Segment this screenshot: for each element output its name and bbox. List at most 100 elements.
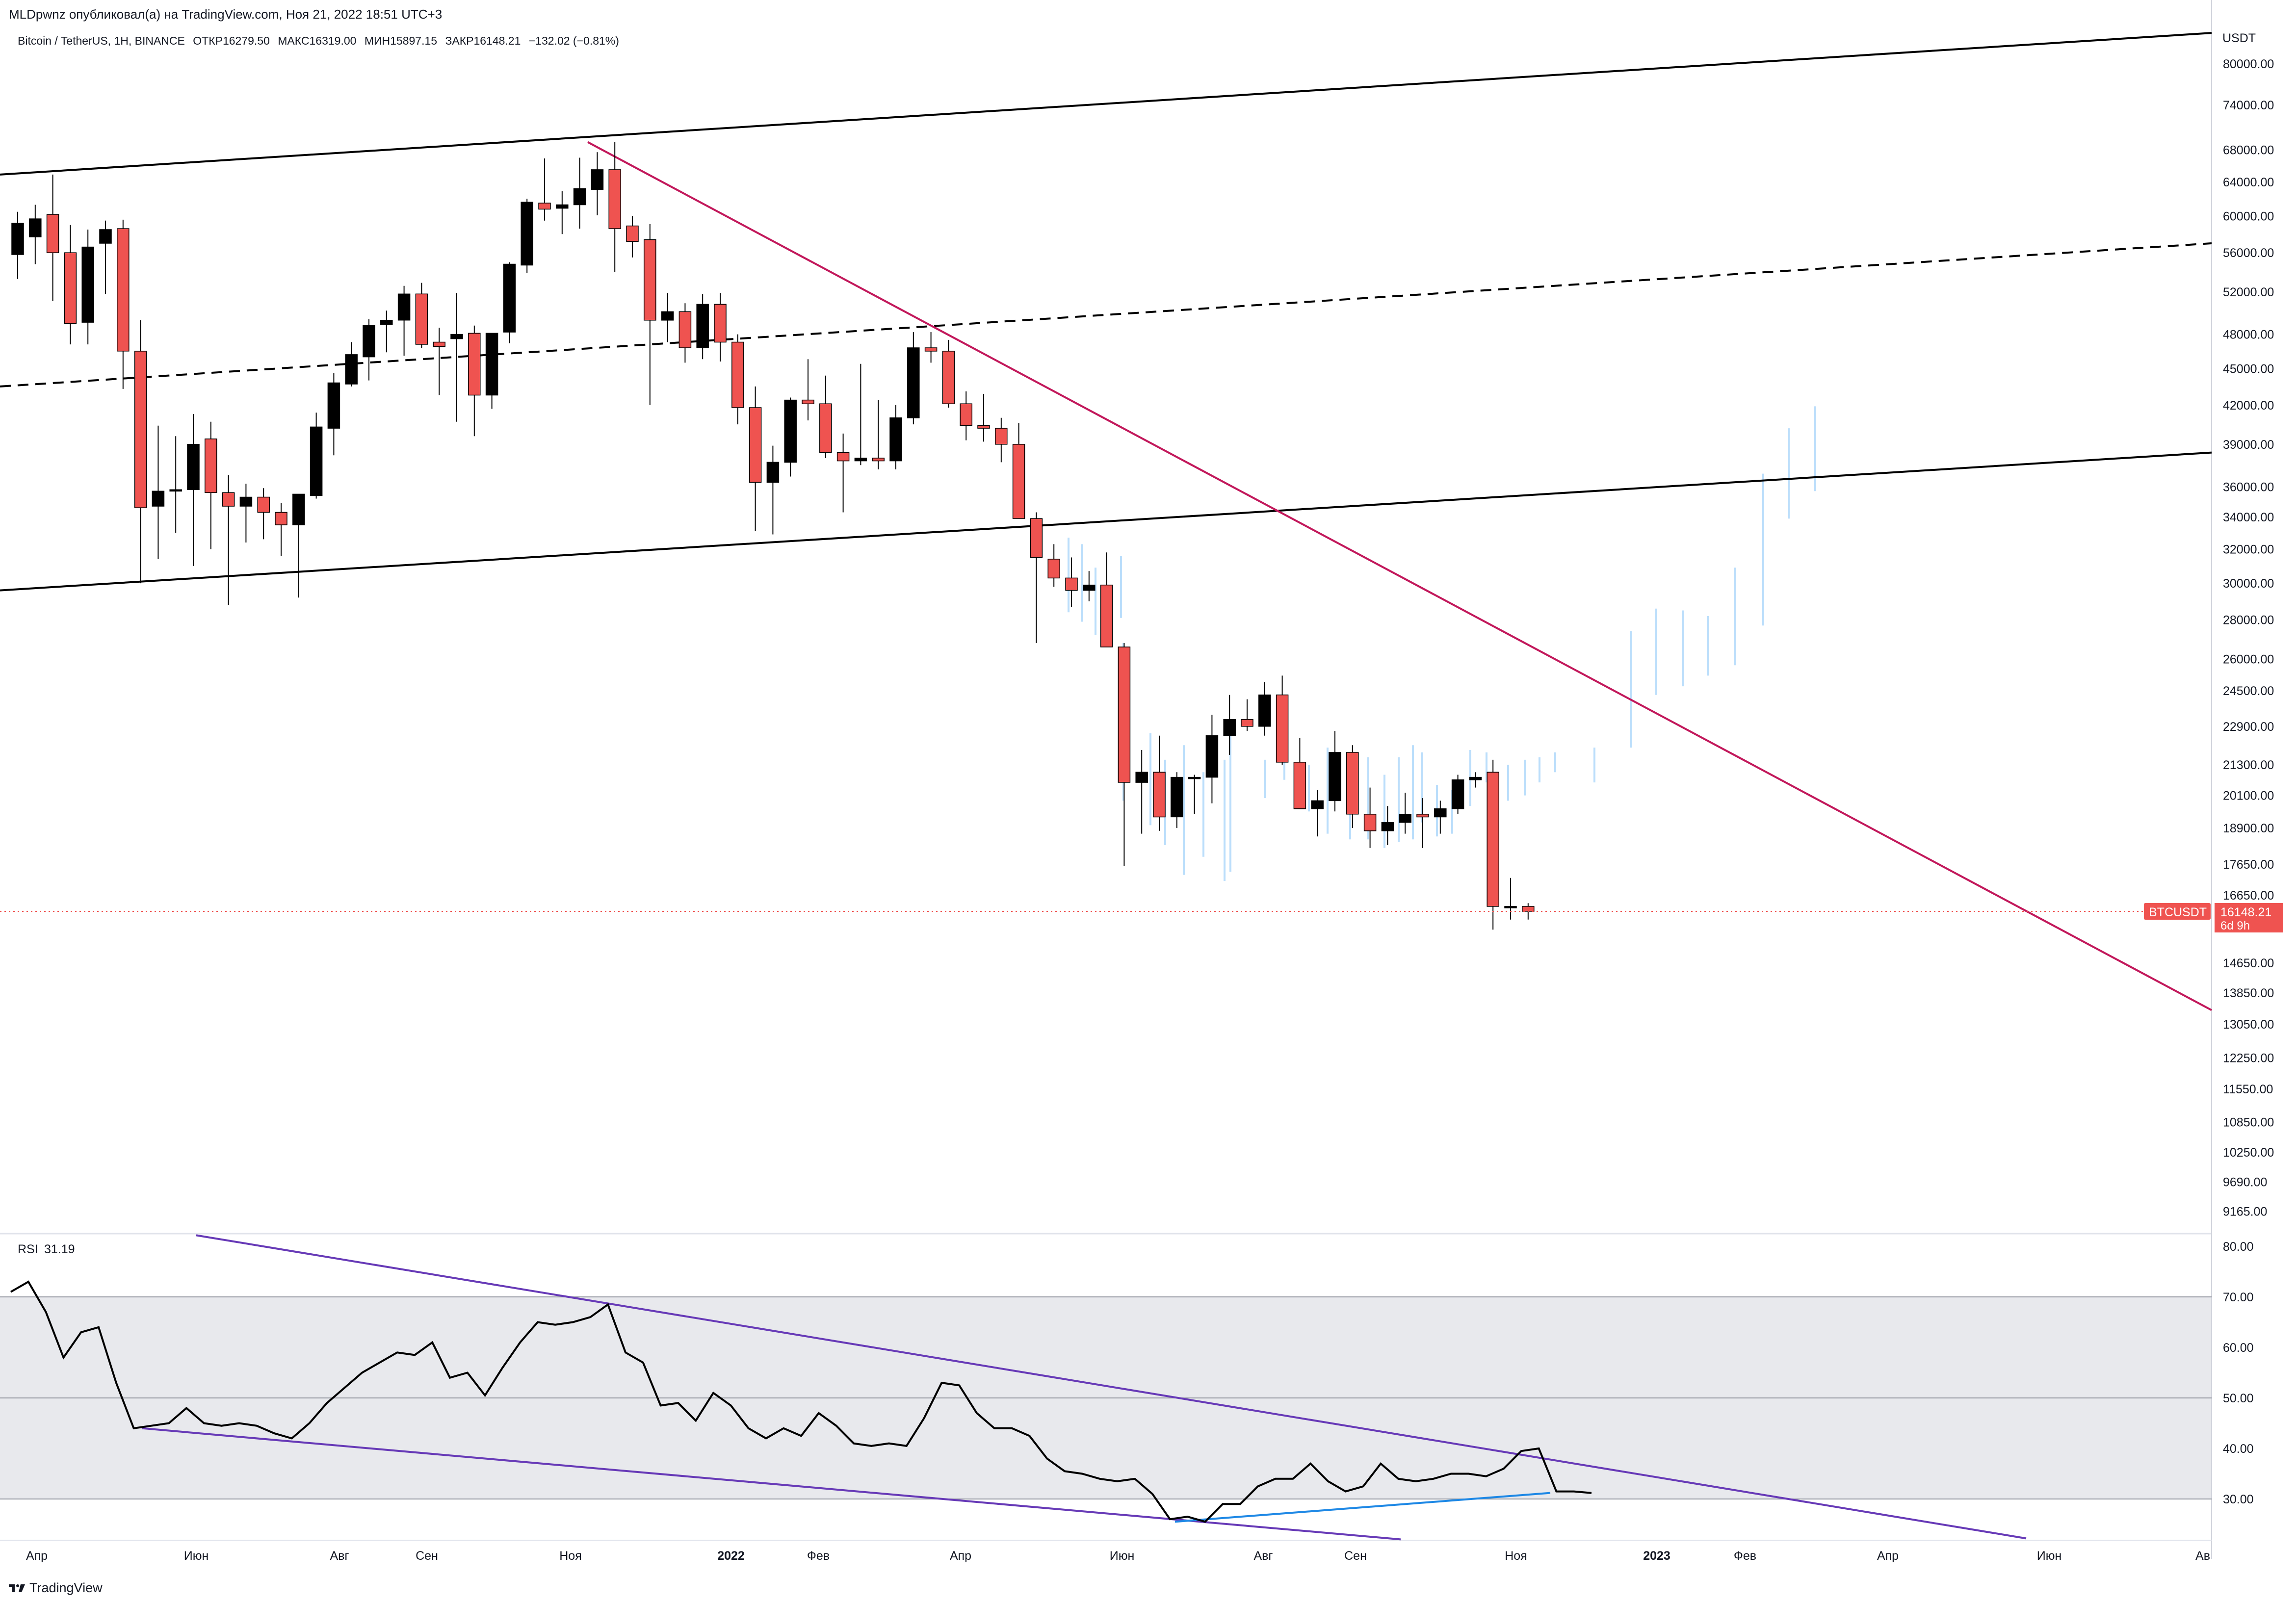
candle-body [1451, 779, 1464, 809]
candle-body [1469, 776, 1482, 780]
time-axis-label: Апр [26, 1549, 48, 1563]
candle-body [995, 428, 1008, 445]
price-tick-label: 56000.00 [2223, 246, 2274, 260]
price-tick-label: 80000.00 [2223, 57, 2274, 71]
trendlines[interactable] [0, 32, 2212, 1011]
candle [995, 417, 1008, 463]
price-tick-label: 64000.00 [2223, 176, 2274, 189]
candlestick-series[interactable] [11, 142, 1535, 930]
candle [117, 219, 130, 389]
projection-bars [1068, 406, 1816, 881]
price-tick-label: 36000.00 [2223, 480, 2274, 494]
candle [134, 320, 147, 584]
candle-body [1329, 752, 1341, 801]
time-axis-label: 2022 [717, 1549, 745, 1563]
candle [239, 484, 253, 543]
tradingview-logo-icon [9, 1583, 26, 1593]
candle [1276, 675, 1289, 765]
candle-body [1416, 814, 1429, 818]
candle-body [380, 320, 393, 325]
candle-body [239, 496, 253, 507]
candle [1047, 544, 1060, 587]
price-tick-label: 42000.00 [2223, 399, 2274, 413]
candle [714, 293, 727, 362]
time-axis-labels[interactable]: Апр Июн Авг Сен Ноя 2022 Фев Апр Июн Авг Сен Ноя 202… [26, 1549, 2210, 1563]
price-tick-label: 10850.00 [2223, 1115, 2274, 1129]
candle-body [678, 311, 692, 348]
price-tick-label: 34000.00 [2223, 511, 2274, 524]
candle [485, 333, 498, 409]
candle-body [1135, 772, 1148, 783]
candle [310, 413, 323, 499]
candle [872, 400, 885, 469]
candle-body [802, 399, 814, 405]
candle-body [644, 239, 656, 321]
candle-body [661, 311, 674, 321]
candle [363, 319, 375, 381]
candle-body [1241, 719, 1253, 727]
candle-body [397, 293, 411, 321]
candle [802, 359, 814, 421]
candle [960, 391, 972, 440]
candle-body [327, 382, 340, 429]
candle [187, 414, 200, 566]
symbol-name[interactable]: Bitcoin / TetherUS, 1H, BINANCE [18, 34, 185, 47]
candle [907, 332, 920, 425]
price-tick-label: 68000.00 [2223, 144, 2274, 157]
candle-body [99, 229, 112, 244]
candle-body [1346, 752, 1359, 815]
candle-body [1293, 762, 1306, 809]
price-tick-label: 39000.00 [2223, 438, 2274, 452]
rsi-tick-label: 40.00 [2223, 1442, 2254, 1456]
candle [11, 211, 24, 279]
candle-body [1522, 906, 1535, 912]
rsi-channel-lines[interactable] [142, 1234, 2027, 1541]
candle-body [222, 492, 235, 507]
price-tick-label: 52000.00 [2223, 285, 2274, 299]
candle-body [1223, 719, 1236, 736]
time-axis-label: Авг [330, 1549, 349, 1563]
candle [1434, 801, 1447, 834]
candle [450, 293, 463, 422]
candle-body [1047, 559, 1060, 579]
time-axis-label: Фев [807, 1549, 830, 1563]
candle-body [1030, 518, 1043, 558]
candle-body [731, 341, 744, 408]
candle [345, 342, 358, 387]
candle [275, 503, 287, 556]
candle-body [960, 403, 972, 426]
candle-body [872, 458, 885, 462]
candle [696, 294, 709, 360]
rsi-label: RSI [18, 1242, 38, 1256]
candle [468, 325, 481, 437]
price-tick-label: 14650.00 [2223, 956, 2274, 970]
ohlc-low: МИН15897.15 [364, 34, 438, 47]
candle-body [169, 489, 182, 492]
rsi-axis-ticks[interactable]: 80.00 70.00 60.00 50.00 40.00 30.00 [2223, 1240, 2254, 1506]
candle-body [836, 452, 850, 462]
channel-midline [0, 242, 2212, 388]
candle [327, 373, 340, 456]
candle-body [415, 293, 428, 345]
candle-body [1083, 584, 1096, 591]
candle [1030, 512, 1043, 643]
candle-body [608, 169, 621, 229]
candle-body [977, 425, 990, 429]
candle [1258, 682, 1271, 736]
candle [46, 174, 59, 301]
price-tick-label: 11550.00 [2223, 1083, 2273, 1096]
rsi-tick-label: 80.00 [2223, 1240, 2254, 1254]
candle-body [819, 403, 832, 453]
candle [1205, 715, 1219, 803]
candle [415, 283, 428, 348]
candle-body [205, 439, 217, 493]
candle-body [503, 263, 516, 333]
candle-body [29, 218, 42, 237]
candle [81, 230, 94, 345]
rsi-support-line [1174, 1492, 1551, 1523]
candle-body [573, 188, 586, 206]
price-label-symbol: BTCUSDT [2149, 905, 2207, 919]
price-axis-ticks[interactable]: 80000.00 74000.00 68000.00 64000.00 60000.00… [2223, 57, 2274, 1219]
time-axis-label: Ноя [1505, 1549, 1527, 1563]
